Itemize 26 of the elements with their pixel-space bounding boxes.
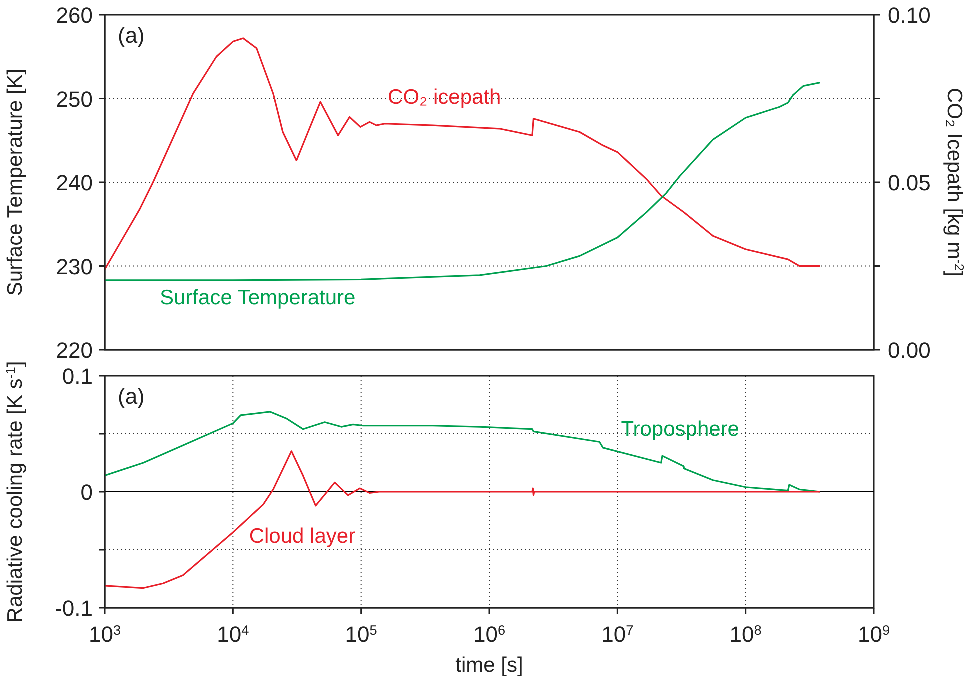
series-label: Troposphere bbox=[621, 418, 740, 441]
annotation: (a) bbox=[118, 384, 145, 410]
y-tick-label: -0.1 bbox=[55, 596, 93, 621]
x-axis-title: time [s] bbox=[456, 654, 524, 677]
y2-tick-label: 0.10 bbox=[888, 3, 931, 28]
y-tick-label: 0.1 bbox=[62, 364, 93, 389]
x-tick-label: 10$^{8}$ bbox=[730, 622, 762, 647]
y-tick-label: 220 bbox=[56, 338, 93, 363]
y-axis-title: Surface Temperature [K] bbox=[4, 68, 27, 296]
series-label: Surface Temperature bbox=[160, 286, 356, 310]
x-tick-label: 10$^{9}$ bbox=[858, 622, 890, 647]
annotation: (a) bbox=[118, 23, 145, 49]
series-label: CO₂ icepath bbox=[388, 86, 502, 109]
y-tick-label: 260 bbox=[56, 3, 93, 28]
y-tick-label: 240 bbox=[56, 170, 93, 196]
x-tick-label: 10$^{4}$ bbox=[217, 622, 250, 647]
y-tick-label: 0 bbox=[80, 480, 93, 505]
x-tick-label: 10$^{6}$ bbox=[473, 622, 506, 647]
y2-tick-label: 0.05 bbox=[888, 170, 931, 196]
y-tick-label: 250 bbox=[56, 86, 93, 112]
x-tick-label: 10$^{7}$ bbox=[602, 622, 634, 647]
series-label: Cloud layer bbox=[249, 524, 356, 548]
x-tick-label: 10$^{3}$ bbox=[88, 622, 122, 647]
y-tick-label: 230 bbox=[56, 254, 93, 280]
y2-tick-label: 0.00 bbox=[888, 338, 931, 363]
x-tick-label: 10$^{5}$ bbox=[345, 622, 378, 647]
